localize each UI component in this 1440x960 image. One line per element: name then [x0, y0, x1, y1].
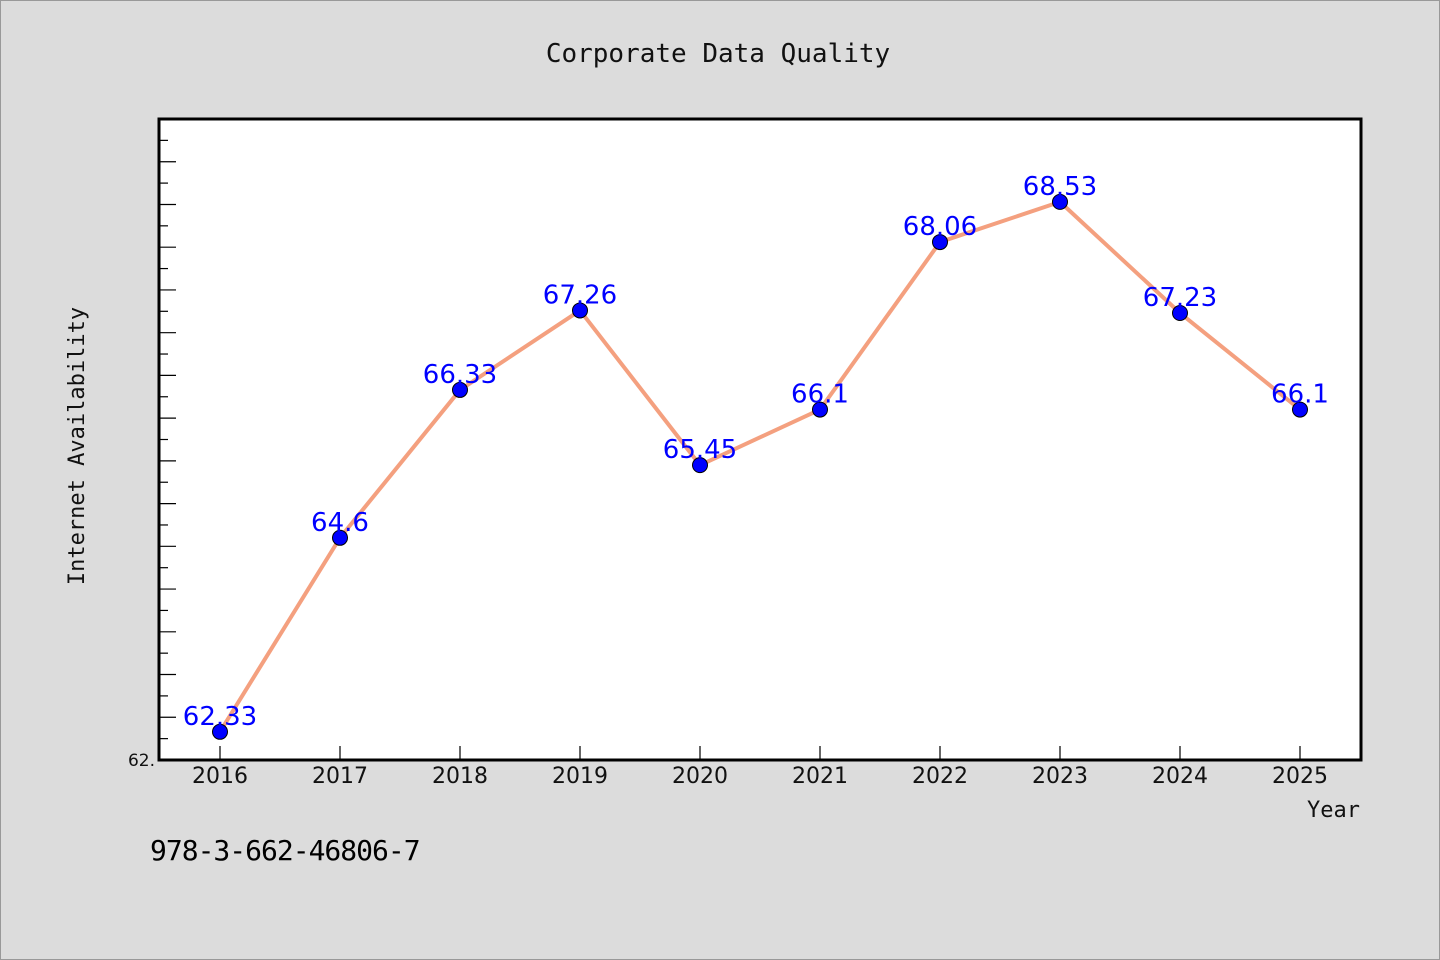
x-axis-tick-labels: 2016 2017 2018 2019 2020 2021 2022 2023 2024 2025 — [192, 764, 1328, 789]
data-label: 67.23 — [1143, 283, 1217, 313]
data-label: 62.33 — [183, 702, 257, 732]
x-tick-label: 2020 — [672, 764, 728, 789]
data-point-marker — [212, 723, 228, 740]
x-tick-label: 2016 — [192, 764, 248, 789]
x-tick-label: 2021 — [792, 764, 848, 789]
data-label: 66.33 — [423, 360, 497, 390]
data-label: 64.6 — [311, 508, 369, 538]
data-point-marker — [812, 401, 828, 418]
data-point-marker — [1292, 401, 1308, 418]
data-label: 68.53 — [1023, 172, 1097, 202]
x-tick-label: 2022 — [912, 764, 968, 789]
x-tick-label: 2024 — [1152, 764, 1208, 789]
data-label: 67.26 — [543, 280, 617, 310]
x-tick-label: 2019 — [552, 764, 608, 789]
data-point-marker — [692, 457, 708, 474]
data-point-marker — [1052, 193, 1068, 210]
data-point-marker — [452, 381, 468, 398]
series-line — [218, 199, 1302, 733]
data-point-marker — [572, 302, 588, 319]
y-tick-label: 62. — [128, 751, 155, 771]
chart-title: Corporate Data Quality — [546, 39, 890, 69]
footer-code: 978-3-662-46806-7 — [150, 834, 421, 867]
data-label: 66.1 — [791, 380, 849, 410]
data-point-marker — [1172, 305, 1188, 322]
data-point-marker — [932, 234, 948, 251]
data-point-marker — [332, 529, 348, 546]
data-label: 66.1 — [1271, 380, 1329, 410]
y-axis-label: Internet Availability — [65, 307, 90, 585]
data-label: 68.06 — [903, 212, 977, 242]
y-axis-ticks — [159, 139, 176, 761]
series-layer: 62.33 64.6 66.33 67.26 65.45 66.1 68.06 68.53 67… — [183, 172, 1329, 740]
x-tick-label: 2017 — [312, 764, 368, 789]
data-label: 65.45 — [663, 435, 737, 465]
x-axis-label: Year — [1307, 798, 1360, 823]
x-axis-ticks — [219, 746, 1301, 760]
x-tick-label: 2025 — [1272, 764, 1328, 789]
x-tick-label: 2023 — [1032, 764, 1088, 789]
x-tick-label: 2018 — [432, 764, 488, 789]
